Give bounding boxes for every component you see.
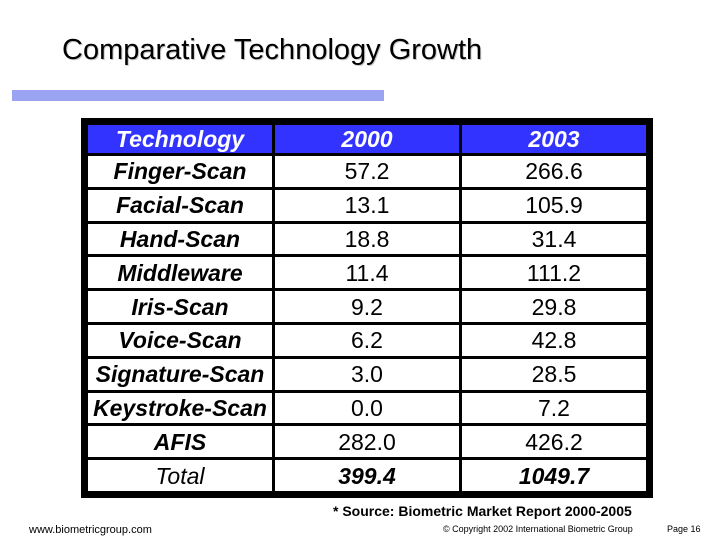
cell-technology: Iris-Scan xyxy=(88,291,272,322)
growth-table-frame: Technology 2000 2003 Finger-Scan 57.2 26… xyxy=(81,118,653,498)
cell-2003: 105.9 xyxy=(462,189,646,221)
cell-2003: 426.2 xyxy=(462,426,646,458)
title-underline-bar xyxy=(12,90,384,101)
total-label: Total xyxy=(88,460,272,491)
table-row: AFIS 282.0 426.2 xyxy=(88,426,646,458)
cell-2003: 7.2 xyxy=(462,392,646,424)
table-row: Middleware 11.4 111.2 xyxy=(88,257,646,289)
cell-2000: 13.1 xyxy=(275,189,459,221)
table-row: Voice-Scan 6.2 42.8 xyxy=(88,324,646,356)
table-row: Hand-Scan 18.8 31.4 xyxy=(88,223,646,255)
footer-page-number: Page 16 xyxy=(667,524,701,534)
header-2000: 2000 xyxy=(275,125,459,153)
table-row: Keystroke-Scan 0.0 7.2 xyxy=(88,392,646,424)
source-note: * Source: Biometric Market Report 2000-2… xyxy=(333,503,632,519)
footer-website: www.biometricgroup.com xyxy=(29,524,152,536)
cell-2003: 111.2 xyxy=(462,257,646,289)
cell-technology: Middleware xyxy=(88,257,272,289)
cell-2000: 0.0 xyxy=(275,392,459,424)
cell-2000: 3.0 xyxy=(275,358,459,390)
cell-2000: 9.2 xyxy=(275,291,459,322)
table-header-row: Technology 2000 2003 xyxy=(88,125,646,153)
cell-2003: 31.4 xyxy=(462,223,646,255)
cell-2003: 266.6 xyxy=(462,156,646,187)
cell-2003: 42.8 xyxy=(462,324,646,356)
header-technology: Technology xyxy=(88,125,272,153)
cell-2000: 282.0 xyxy=(275,426,459,458)
total-2000: 399.4 xyxy=(275,460,459,491)
table-row: Facial-Scan 13.1 105.9 xyxy=(88,189,646,221)
cell-technology: Signature-Scan xyxy=(88,358,272,390)
cell-technology: Facial-Scan xyxy=(88,189,272,221)
cell-2000: 18.8 xyxy=(275,223,459,255)
cell-2003: 28.5 xyxy=(462,358,646,390)
cell-2000: 57.2 xyxy=(275,156,459,187)
slide-title: Comparative Technology Growth xyxy=(62,34,483,66)
cell-technology: Voice-Scan xyxy=(88,324,272,356)
table-row: Iris-Scan 9.2 29.8 xyxy=(88,291,646,322)
cell-technology: Keystroke-Scan xyxy=(88,392,272,424)
cell-2000: 6.2 xyxy=(275,324,459,356)
table-total-row: Total 399.4 1049.7 xyxy=(88,460,646,491)
cell-technology: AFIS xyxy=(88,426,272,458)
cell-technology: Finger-Scan xyxy=(88,156,272,187)
growth-table: Technology 2000 2003 Finger-Scan 57.2 26… xyxy=(85,122,649,494)
total-2003: 1049.7 xyxy=(462,460,646,491)
cell-technology: Hand-Scan xyxy=(88,223,272,255)
header-2003: 2003 xyxy=(462,125,646,153)
cell-2000: 11.4 xyxy=(275,257,459,289)
cell-2003: 29.8 xyxy=(462,291,646,322)
footer-copyright: © Copyright 2002 International Biometric… xyxy=(443,524,633,534)
table-row: Finger-Scan 57.2 266.6 xyxy=(88,156,646,187)
table-row: Signature-Scan 3.0 28.5 xyxy=(88,358,646,390)
